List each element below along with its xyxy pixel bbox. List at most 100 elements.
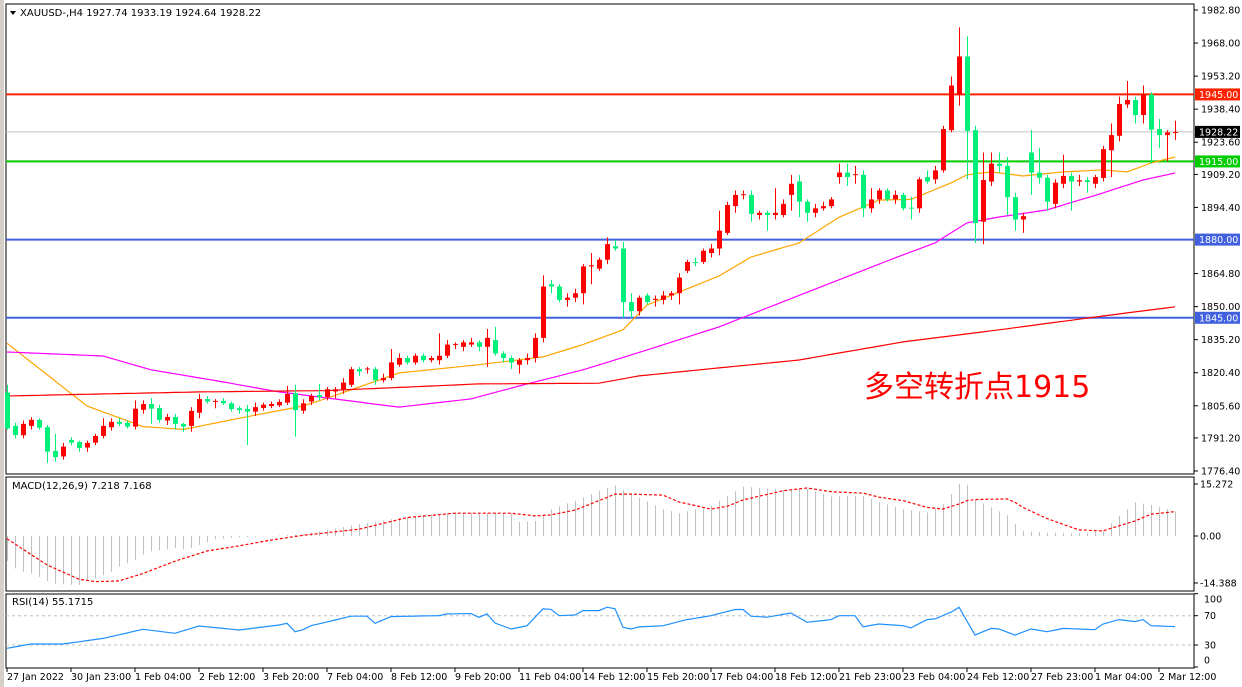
candle[interactable] (477, 340, 482, 352)
candle[interactable] (997, 152, 1002, 173)
candle[interactable] (677, 273, 682, 305)
candle[interactable] (61, 442, 66, 460)
candle[interactable] (325, 387, 330, 401)
candle[interactable] (37, 418, 42, 430)
candle[interactable] (925, 170, 930, 184)
candle[interactable] (685, 259, 690, 274)
candle[interactable] (165, 413, 170, 425)
candle[interactable] (1029, 130, 1034, 195)
candle[interactable] (621, 241, 626, 318)
candle[interactable] (1037, 148, 1042, 184)
candle[interactable] (77, 440, 82, 452)
candle[interactable] (69, 437, 74, 446)
candle[interactable] (1085, 177, 1090, 193)
candle[interactable] (405, 355, 410, 365)
candle[interactable] (141, 400, 146, 414)
candle[interactable] (285, 385, 290, 405)
candle[interactable] (701, 248, 706, 265)
candle[interactable] (573, 288, 578, 303)
candle[interactable] (421, 353, 426, 363)
candle[interactable] (733, 190, 738, 213)
candle[interactable] (765, 210, 770, 231)
candle[interactable] (949, 76, 954, 133)
candle[interactable] (1013, 192, 1018, 231)
candle[interactable] (973, 125, 978, 243)
candle[interactable] (1069, 172, 1074, 211)
candle[interactable] (629, 293, 634, 318)
candle[interactable] (597, 257, 602, 271)
candle[interactable] (1061, 154, 1066, 189)
candle[interactable] (509, 355, 514, 370)
candle[interactable] (357, 366, 362, 376)
candle[interactable] (245, 404, 250, 446)
candle[interactable] (221, 398, 226, 405)
candle[interactable] (197, 393, 202, 419)
candle[interactable] (205, 395, 210, 404)
candle[interactable] (493, 326, 498, 356)
candle[interactable] (1005, 156, 1010, 216)
candle[interactable] (1149, 92, 1154, 164)
candle[interactable] (349, 366, 354, 388)
candle[interactable] (837, 163, 842, 184)
candle[interactable] (725, 201, 730, 236)
candle[interactable] (1021, 212, 1026, 233)
candle[interactable] (93, 433, 98, 446)
candle[interactable] (893, 190, 898, 204)
candle[interactable] (437, 333, 442, 365)
candle[interactable] (797, 174, 802, 218)
candle[interactable] (789, 174, 794, 211)
candle[interactable] (317, 383, 322, 401)
candle[interactable] (757, 210, 762, 220)
candle[interactable] (957, 27, 962, 106)
candle[interactable] (693, 257, 698, 267)
candle[interactable] (1109, 123, 1114, 178)
candle[interactable] (237, 406, 242, 414)
candle[interactable] (1157, 118, 1162, 149)
candle[interactable] (1101, 145, 1106, 182)
candle[interactable] (117, 418, 122, 427)
candle[interactable] (21, 420, 26, 439)
candle[interactable] (589, 253, 594, 285)
candle[interactable] (13, 422, 18, 439)
candle[interactable] (549, 279, 554, 294)
candle[interactable] (525, 353, 530, 365)
candle[interactable] (853, 165, 858, 184)
candle[interactable] (565, 293, 570, 307)
candle[interactable] (333, 387, 338, 399)
candle[interactable] (1117, 96, 1122, 142)
candle[interactable] (1173, 120, 1178, 140)
candle[interactable] (917, 177, 922, 213)
candle[interactable] (781, 199, 786, 218)
candle[interactable] (365, 366, 370, 374)
candle[interactable] (469, 337, 474, 347)
candle[interactable] (181, 422, 186, 432)
candle[interactable] (1053, 179, 1058, 209)
candle[interactable] (157, 404, 162, 423)
candle[interactable] (213, 399, 218, 409)
candle[interactable] (645, 293, 650, 305)
candle[interactable] (373, 366, 378, 385)
candle[interactable] (989, 152, 994, 187)
candle[interactable] (29, 417, 34, 430)
candle[interactable] (1093, 174, 1098, 189)
candle[interactable] (981, 152, 986, 245)
candle[interactable] (149, 398, 154, 424)
candle[interactable] (877, 188, 882, 204)
candle[interactable] (845, 163, 850, 187)
candle[interactable] (669, 290, 674, 300)
candle[interactable] (125, 420, 130, 429)
candle[interactable] (485, 328, 490, 367)
candle[interactable] (741, 190, 746, 200)
candle[interactable] (85, 440, 90, 452)
candle[interactable] (557, 284, 562, 303)
candle[interactable] (749, 190, 754, 222)
candle[interactable] (1077, 174, 1082, 187)
candle[interactable] (605, 237, 610, 265)
candle[interactable] (429, 355, 434, 363)
candle[interactable] (1133, 96, 1138, 124)
candle[interactable] (1165, 130, 1170, 162)
candle[interactable] (613, 239, 618, 251)
candle[interactable] (637, 295, 642, 316)
rsi-panel[interactable] (6, 606, 1194, 649)
dropdown-triangle-icon[interactable] (10, 11, 16, 15)
